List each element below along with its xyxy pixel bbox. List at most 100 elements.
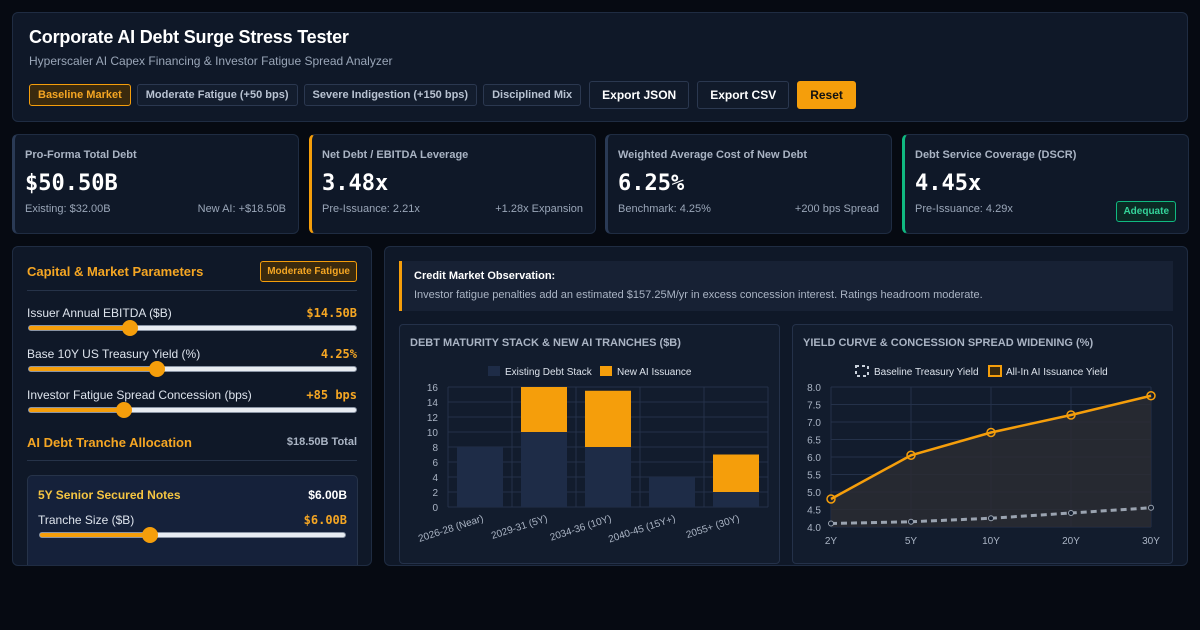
y-tick-label: 4.5 [807,506,821,517]
yield-chart-card: YIELD CURVE & CONCESSION SPREAD WIDENING… [792,324,1173,564]
kpi-detail-left: Benchmark: 4.25% [618,203,711,215]
y-tick-label: 4.0 [807,523,821,534]
bar [457,447,503,507]
divider [27,460,357,461]
page-title: Corporate AI Debt Surge Stress Tester [29,27,349,47]
export-json-button[interactable]: Export JSON [589,81,690,109]
x-tick-label: 20Y [1062,536,1080,547]
y-tick-label: 16 [427,383,439,394]
kpi-detail-left: Pre-Issuance: 2.21x [322,203,420,215]
allocation-total: $18.50B Total [286,436,357,448]
slider-fill [29,408,124,412]
bar [521,432,567,507]
bar [713,454,759,492]
kpi-detail-right: New AI: +$18.50B [197,203,286,215]
y-tick-label: 5.5 [807,471,821,482]
scenario-baseline-button[interactable]: Baseline Market [29,84,131,106]
slider-handle[interactable] [115,402,132,418]
kpi-value: 3.48x [322,171,389,196]
baseline-point [908,518,914,525]
kpi-value: 4.45x [915,171,982,196]
observation-title: Credit Market Observation: [414,270,556,282]
treasury-yield-label: Base 10Y US Treasury Yield (%) [27,347,201,361]
y-tick-label: 5.0 [807,488,821,499]
baseline-point [1068,510,1074,516]
all-in-point [906,450,916,460]
ebitda-label: Issuer Annual EBITDA ($B) [27,306,172,320]
yield-chart-title: YIELD CURVE & CONCESSION SPREAD WIDENING… [803,337,1094,349]
all-in-yield-line [830,394,1152,501]
parameters-title: Capital & Market Parameters [27,264,204,279]
y-tick-label: 4 [432,473,438,484]
x-tick-label: 2026-28 (Near) [417,513,485,544]
all-in-point [1066,410,1076,420]
scenario-badge: Moderate Fatigue [260,261,357,282]
bar [585,390,631,447]
all-in-point [986,427,996,438]
maturity-chart-title: DEBT MATURITY STACK & NEW AI TRANCHES ($… [410,337,681,349]
kpi-cost-of-debt: Weighted Average Cost of New Debt 6.25% … [605,134,892,234]
reset-button[interactable]: Reset [797,81,856,109]
y-tick-label: 2 [432,488,438,499]
app-header: Corporate AI Debt Surge Stress Tester Hy… [12,12,1188,122]
slider-handle[interactable] [141,527,158,543]
scenario-moderate-button[interactable]: Moderate Fatigue (+50 bps) [136,84,298,106]
scenario-disciplined-button[interactable]: Disciplined Mix [483,84,582,106]
x-tick-label: 2055+ (30Y) [685,513,741,541]
all-in-point [1146,391,1156,401]
spread-concession-label: Investor Fatigue Spread Concession (bps) [27,388,252,402]
y-tick-label: 8.0 [807,383,821,394]
legend-swatch [988,365,1002,377]
tranche-amount: $6.00B [308,488,347,502]
page-subtitle: Hyperscaler AI Capex Financing & Investo… [29,54,393,68]
x-tick-label: 10Y [982,536,1000,547]
y-tick-label: 0 [432,503,438,514]
slider-handle[interactable] [122,320,139,336]
tranche-card: 5Y Senior Secured Notes $6.00B Tranche S… [27,475,358,565]
allocation-title: AI Debt Tranche Allocation [27,435,192,450]
ebitda-slider[interactable] [28,320,357,336]
kpi-label: Pro-Forma Total Debt [25,149,137,161]
kpi-detail-left: Existing: $32.00B [25,203,111,215]
kpi-dscr: Debt Service Coverage (DSCR) 4.45x Pre-I… [902,134,1189,234]
y-tick-label: 10 [427,428,439,439]
spread-area [831,395,1151,527]
legend-label: New AI Issuance [617,367,692,378]
baseline-point [988,515,994,522]
treasury-yield-slider[interactable] [28,361,357,377]
kpi-label: Weighted Average Cost of New Debt [618,149,808,161]
legend-label: Baseline Treasury Yield [874,367,979,378]
bar [649,477,695,507]
bar [713,492,759,507]
spread-concession-slider[interactable] [28,402,357,418]
baseline-point [1148,504,1154,511]
slider-fill [29,367,157,371]
maturity-chart-card: DEBT MATURITY STACK & NEW AI TRANCHES ($… [399,324,780,564]
y-tick-label: 6 [432,458,438,469]
scenario-severe-button[interactable]: Severe Indigestion (+150 bps) [303,84,478,106]
y-tick-label: 7.5 [807,401,821,412]
legend-swatch [855,365,869,377]
divider [27,290,357,291]
export-csv-button[interactable]: Export CSV [697,81,790,109]
kpi-label: Net Debt / EBITDA Leverage [322,149,469,161]
spread-concession-value: +85 bps [306,388,357,402]
x-tick-label: 30Y [1142,536,1160,547]
y-tick-label: 6.0 [807,453,821,464]
slider-fill [29,326,131,330]
tranche-size-value: $6.00B [303,513,347,527]
kpi-total-debt: Pro-Forma Total Debt $50.50B Existing: $… [12,134,299,234]
maturity-chart: Existing Debt Stack New AI Issuance 0 2 4 6 8 1… [417,366,769,545]
kpi-detail-right: +1.28x Expansion [495,203,583,215]
legend-swatch [600,366,612,376]
x-tick-label: 2029-31 (5Y) [490,513,549,542]
tranche-name: 5Y Senior Secured Notes [38,488,181,502]
x-tick-label: 5Y [905,536,918,547]
y-tick-label: 14 [427,398,439,409]
tranche-size-slider[interactable] [39,527,346,543]
all-in-point [826,494,836,504]
analysis-panel: Credit Market Observation: Investor fati… [384,246,1188,566]
slider-handle[interactable] [148,361,165,377]
treasury-yield-value: 4.25% [320,347,357,361]
credit-observation-callout: Credit Market Observation: Investor fati… [399,261,1173,311]
